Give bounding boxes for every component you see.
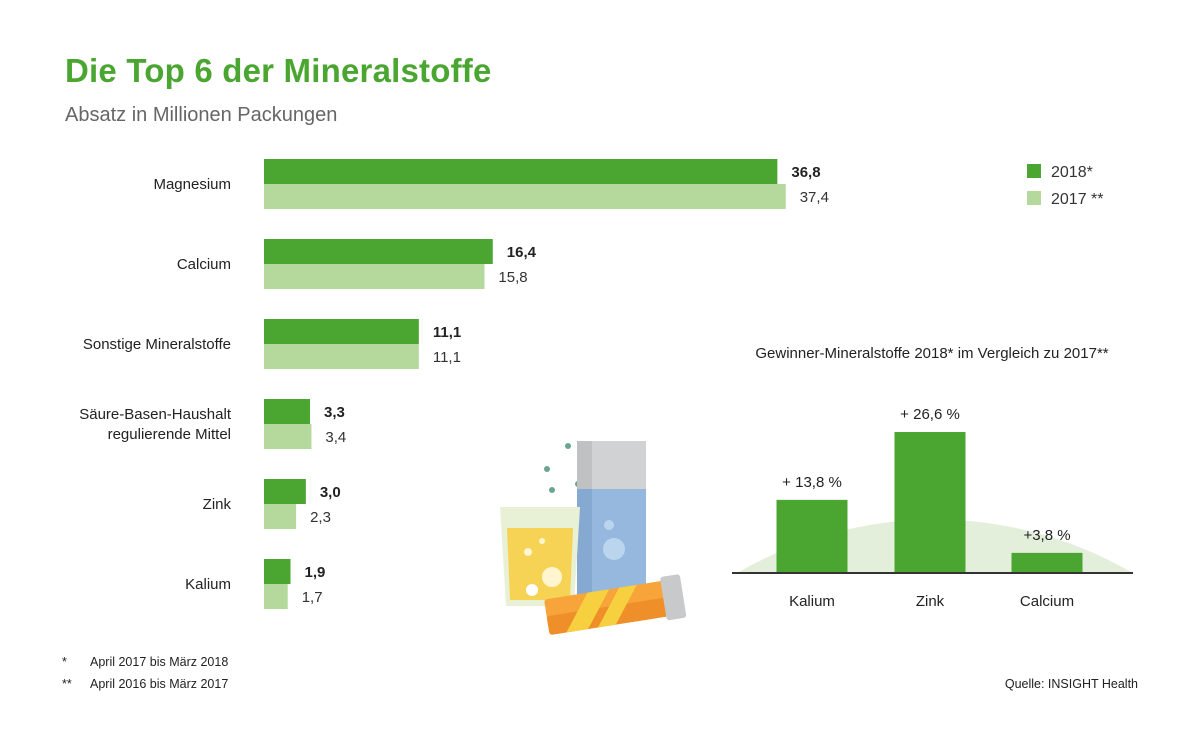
comparison-bar [894,432,966,573]
bar-2017 [264,584,288,609]
data-label: 1,7 [302,589,323,606]
comparison-title: Gewinner-Mineralstoffe 2018* im Vergleic… [755,345,1108,362]
bar-2018 [264,159,778,184]
bar-2017 [264,184,786,209]
comparison-bar-chart: + 13,8 % Kalium + 26,6 % Zink +3,8 % Calcium [776,406,1083,610]
category-label: Kalium [185,576,231,593]
bar-2017 [264,504,297,529]
data-label: 11,1 [433,324,461,341]
data-label: 2,3 [310,509,331,526]
bar-2017 [264,424,312,449]
bar-2018 [264,479,306,504]
bar-2018 [264,239,493,264]
legend-swatch [1027,191,1041,205]
bar-2018 [264,559,291,584]
data-label: 36,8 [791,164,820,181]
comparison-value-label: + 13,8 % [782,474,842,491]
bar-2018 [264,319,419,344]
comparison-value-label: +3,8 % [1023,527,1070,544]
bar-2017 [264,264,485,289]
legend-label: 2017 ** [1051,191,1104,208]
comparison-category-label: Zink [916,593,945,610]
data-label: 3,0 [320,484,341,501]
footnote-2018: * April 2017 bis März 2018 [62,655,229,669]
legend: 2018* 2017 ** [1027,164,1104,208]
data-label: 15,8 [498,269,527,286]
comparison-value-label: + 26,6 % [900,406,960,423]
effervescent-drinks-illustration [500,441,687,635]
data-label: 37,4 [800,189,829,206]
comparison-category-label: Kalium [789,593,835,610]
source-note: Quelle: INSIGHT Health [1004,677,1138,691]
data-label: 3,3 [324,404,345,421]
category-label: Säure-Basen-Haushalt regulierende Mittel [79,406,232,443]
bar-2018 [264,399,311,424]
category-label: Magnesium [153,176,231,193]
bar-2017 [264,344,419,369]
category-label: Zink [203,496,232,513]
comparison-category-label: Calcium [1020,593,1074,610]
chart-title: Die Top 6 der Mineralstoffe [65,52,492,89]
data-label: 11,1 [433,349,461,366]
data-label: 1,9 [305,564,326,581]
comparison-bar [1011,552,1083,573]
legend-swatch [1027,164,1041,178]
data-label: 3,4 [325,429,346,446]
main-bar-chart: Magnesium 36,8 37,4 Calcium 16,4 15,8 Sonstige… [79,159,829,609]
legend-label: 2018* [1051,164,1093,181]
data-label: 16,4 [507,244,537,261]
footnote-2017: ** April 2016 bis März 2017 [62,677,229,691]
comparison-bar [776,499,848,573]
chart-subtitle: Absatz in Millionen Packungen [65,104,338,126]
category-label: Sonstige Mineralstoffe [83,336,231,353]
category-label: Calcium [177,256,231,273]
